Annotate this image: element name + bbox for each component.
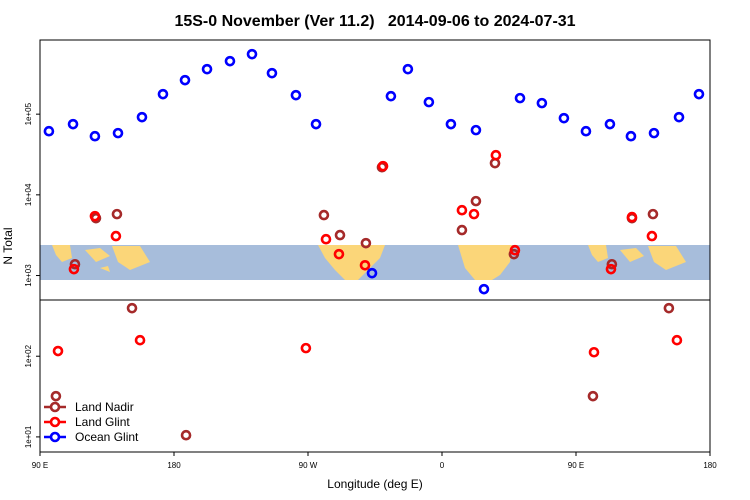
point <box>604 118 616 130</box>
legend-label: Land Nadir <box>75 400 134 414</box>
point <box>50 390 62 402</box>
point <box>625 130 637 142</box>
x-tick-label: 90 E <box>32 461 48 470</box>
legend-marker <box>49 416 61 428</box>
point <box>180 429 192 441</box>
x-tick-label: 0 <box>440 461 445 470</box>
point <box>385 90 397 102</box>
point <box>310 118 322 130</box>
plot-frame <box>39 39 711 453</box>
point <box>509 244 521 256</box>
point <box>605 263 617 275</box>
point <box>320 233 332 245</box>
point <box>468 208 480 220</box>
x-axis-label: Longitude (deg E) <box>327 477 422 491</box>
y-tick-label: 1e+01 <box>24 425 33 448</box>
x-tick-label: 180 <box>167 461 181 470</box>
point <box>423 96 435 108</box>
map-band <box>40 245 710 280</box>
point <box>606 258 618 270</box>
point <box>360 237 372 249</box>
point <box>377 160 389 172</box>
point <box>134 334 146 346</box>
point <box>290 89 302 101</box>
point <box>402 63 414 75</box>
land <box>458 245 512 280</box>
point <box>112 127 124 139</box>
point <box>445 118 457 130</box>
point <box>558 112 570 124</box>
point <box>334 229 346 241</box>
point <box>470 124 482 136</box>
legend-label: Ocean Glint <box>75 430 139 444</box>
point <box>43 125 55 137</box>
legend-label: Land Glint <box>75 415 130 429</box>
point <box>536 97 548 109</box>
point <box>478 283 490 295</box>
point <box>366 267 378 279</box>
point <box>224 55 236 67</box>
legend-marker <box>49 431 61 443</box>
point <box>470 195 482 207</box>
point <box>647 208 659 220</box>
point <box>69 258 81 270</box>
point <box>52 345 64 357</box>
point <box>490 149 502 161</box>
x-tick-label: 90 W <box>299 461 318 470</box>
point <box>67 118 79 130</box>
point <box>588 346 600 358</box>
point <box>580 125 592 137</box>
point <box>318 209 330 221</box>
point <box>333 248 345 260</box>
point <box>136 111 148 123</box>
point <box>68 263 80 275</box>
y-axis-label: N Total <box>1 227 15 264</box>
point <box>663 302 675 314</box>
land <box>588 245 686 270</box>
point <box>514 92 526 104</box>
legend-marker <box>49 401 61 413</box>
point <box>648 127 660 139</box>
point <box>359 259 371 271</box>
point <box>456 224 468 236</box>
land <box>52 245 150 272</box>
point <box>646 230 658 242</box>
point <box>626 211 638 223</box>
point <box>693 88 705 100</box>
point <box>110 230 122 242</box>
x-tick-label: 180 <box>703 461 717 470</box>
x-tick-label: 90 E <box>568 461 584 470</box>
y-tick-label: 1e+05 <box>24 102 33 125</box>
point <box>246 48 258 60</box>
y-tick-label: 1e+03 <box>24 264 33 287</box>
point <box>266 67 278 79</box>
chart-title: 15S-0 November (Ver 11.2) 2014-09-06 to … <box>174 13 575 30</box>
point <box>157 88 169 100</box>
point <box>89 130 101 142</box>
point <box>111 208 123 220</box>
point <box>89 210 101 222</box>
point <box>300 342 312 354</box>
point <box>126 302 138 314</box>
point <box>671 334 683 346</box>
point <box>673 111 685 123</box>
point <box>179 74 191 86</box>
point <box>587 390 599 402</box>
y-tick-label: 1e+04 <box>24 183 33 206</box>
y-tick-label: 1e+02 <box>24 344 33 367</box>
point <box>456 204 468 216</box>
point <box>201 63 213 75</box>
